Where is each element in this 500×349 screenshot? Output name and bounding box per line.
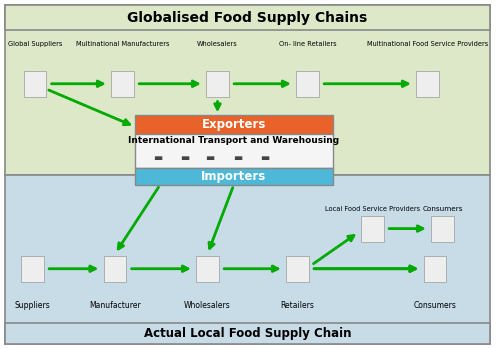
Text: ▬: ▬ xyxy=(260,153,270,163)
Bar xyxy=(416,70,439,97)
Text: International Transport and Warehousing: International Transport and Warehousing xyxy=(128,136,340,145)
Text: Globalised Food Supply Chains: Globalised Food Supply Chains xyxy=(128,11,368,25)
Text: Global Suppliers: Global Suppliers xyxy=(8,40,62,47)
Text: Exporters: Exporters xyxy=(202,118,266,131)
Text: ▬: ▬ xyxy=(206,153,214,163)
Text: Suppliers: Suppliers xyxy=(14,301,51,310)
Text: Consumers: Consumers xyxy=(422,206,463,212)
Text: Local Food Service Providers: Local Food Service Providers xyxy=(325,206,420,212)
Bar xyxy=(5,5,490,174)
Bar xyxy=(5,323,490,344)
Bar xyxy=(206,70,229,97)
Bar xyxy=(431,215,454,242)
Text: ▬: ▬ xyxy=(233,153,242,163)
Text: Wholesalers: Wholesalers xyxy=(197,40,238,47)
Text: On- line Retailers: On- line Retailers xyxy=(278,40,336,47)
Bar xyxy=(111,70,134,97)
Text: Multinational Manufacturers: Multinational Manufacturers xyxy=(76,40,169,47)
Bar xyxy=(5,5,490,30)
Text: Actual Local Food Supply Chain: Actual Local Food Supply Chain xyxy=(144,327,351,340)
Bar xyxy=(24,70,46,97)
Bar xyxy=(361,215,384,242)
Text: ▬: ▬ xyxy=(180,153,190,163)
Text: Importers: Importers xyxy=(201,170,266,183)
Text: Retailers: Retailers xyxy=(280,301,314,310)
Text: Manufacturer: Manufacturer xyxy=(89,301,141,310)
Bar xyxy=(135,115,332,134)
Bar xyxy=(296,70,319,97)
Bar xyxy=(196,255,218,282)
Text: ▬: ▬ xyxy=(153,153,162,163)
Bar xyxy=(104,255,126,282)
Text: Consumers: Consumers xyxy=(414,301,457,310)
Bar xyxy=(424,255,446,282)
Bar xyxy=(286,255,309,282)
Bar xyxy=(21,255,44,282)
Bar xyxy=(135,134,332,168)
Text: Wholesalers: Wholesalers xyxy=(184,301,231,310)
Bar xyxy=(135,168,332,185)
Text: Multinational Food Service Providers: Multinational Food Service Providers xyxy=(367,40,488,47)
Bar xyxy=(5,174,490,344)
